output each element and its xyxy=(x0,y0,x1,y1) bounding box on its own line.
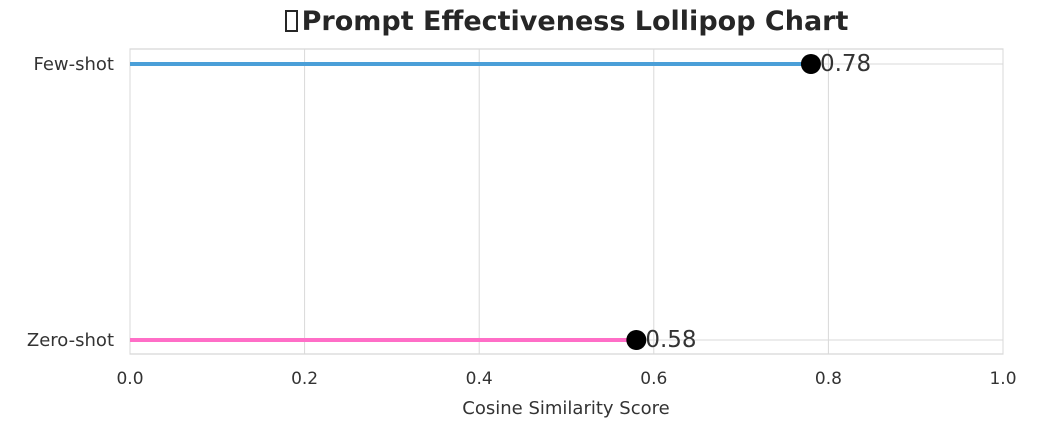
missing-emoji-box-icon xyxy=(284,10,298,32)
lollipop-markers xyxy=(626,54,821,350)
x-tick-label: 0.2 xyxy=(291,369,318,389)
y-tick-label: Few-shot xyxy=(33,54,114,75)
x-axis-ticks: 0.0 0.2 0.4 0.6 0.8 1.0 xyxy=(116,369,1016,389)
y-axis-ticks: Few-shot Zero-shot xyxy=(27,54,114,351)
data-label: 0.78 xyxy=(820,51,871,77)
lollipop-marker xyxy=(626,330,647,350)
data-label: 0.58 xyxy=(645,327,696,353)
y-tick-label: Zero-shot xyxy=(27,330,114,351)
lollipop-stems xyxy=(130,62,811,342)
x-tick-label: 0.8 xyxy=(815,369,842,389)
chart-title: Prompt Effectiveness Lollipop Chart xyxy=(130,6,1003,37)
x-axis-label: Cosine Similarity Score xyxy=(462,398,669,419)
plot-area xyxy=(129,48,1004,355)
lollipop-marker xyxy=(800,54,821,74)
x-tick-label: 0.6 xyxy=(640,369,667,389)
x-tick-label: 1.0 xyxy=(989,369,1016,389)
x-tick-label: 0.0 xyxy=(116,369,143,389)
data-labels: 0.78 0.58 xyxy=(645,51,871,353)
chart-title-text: Prompt Effectiveness Lollipop Chart xyxy=(301,6,849,37)
x-tick-label: 0.4 xyxy=(466,369,493,389)
